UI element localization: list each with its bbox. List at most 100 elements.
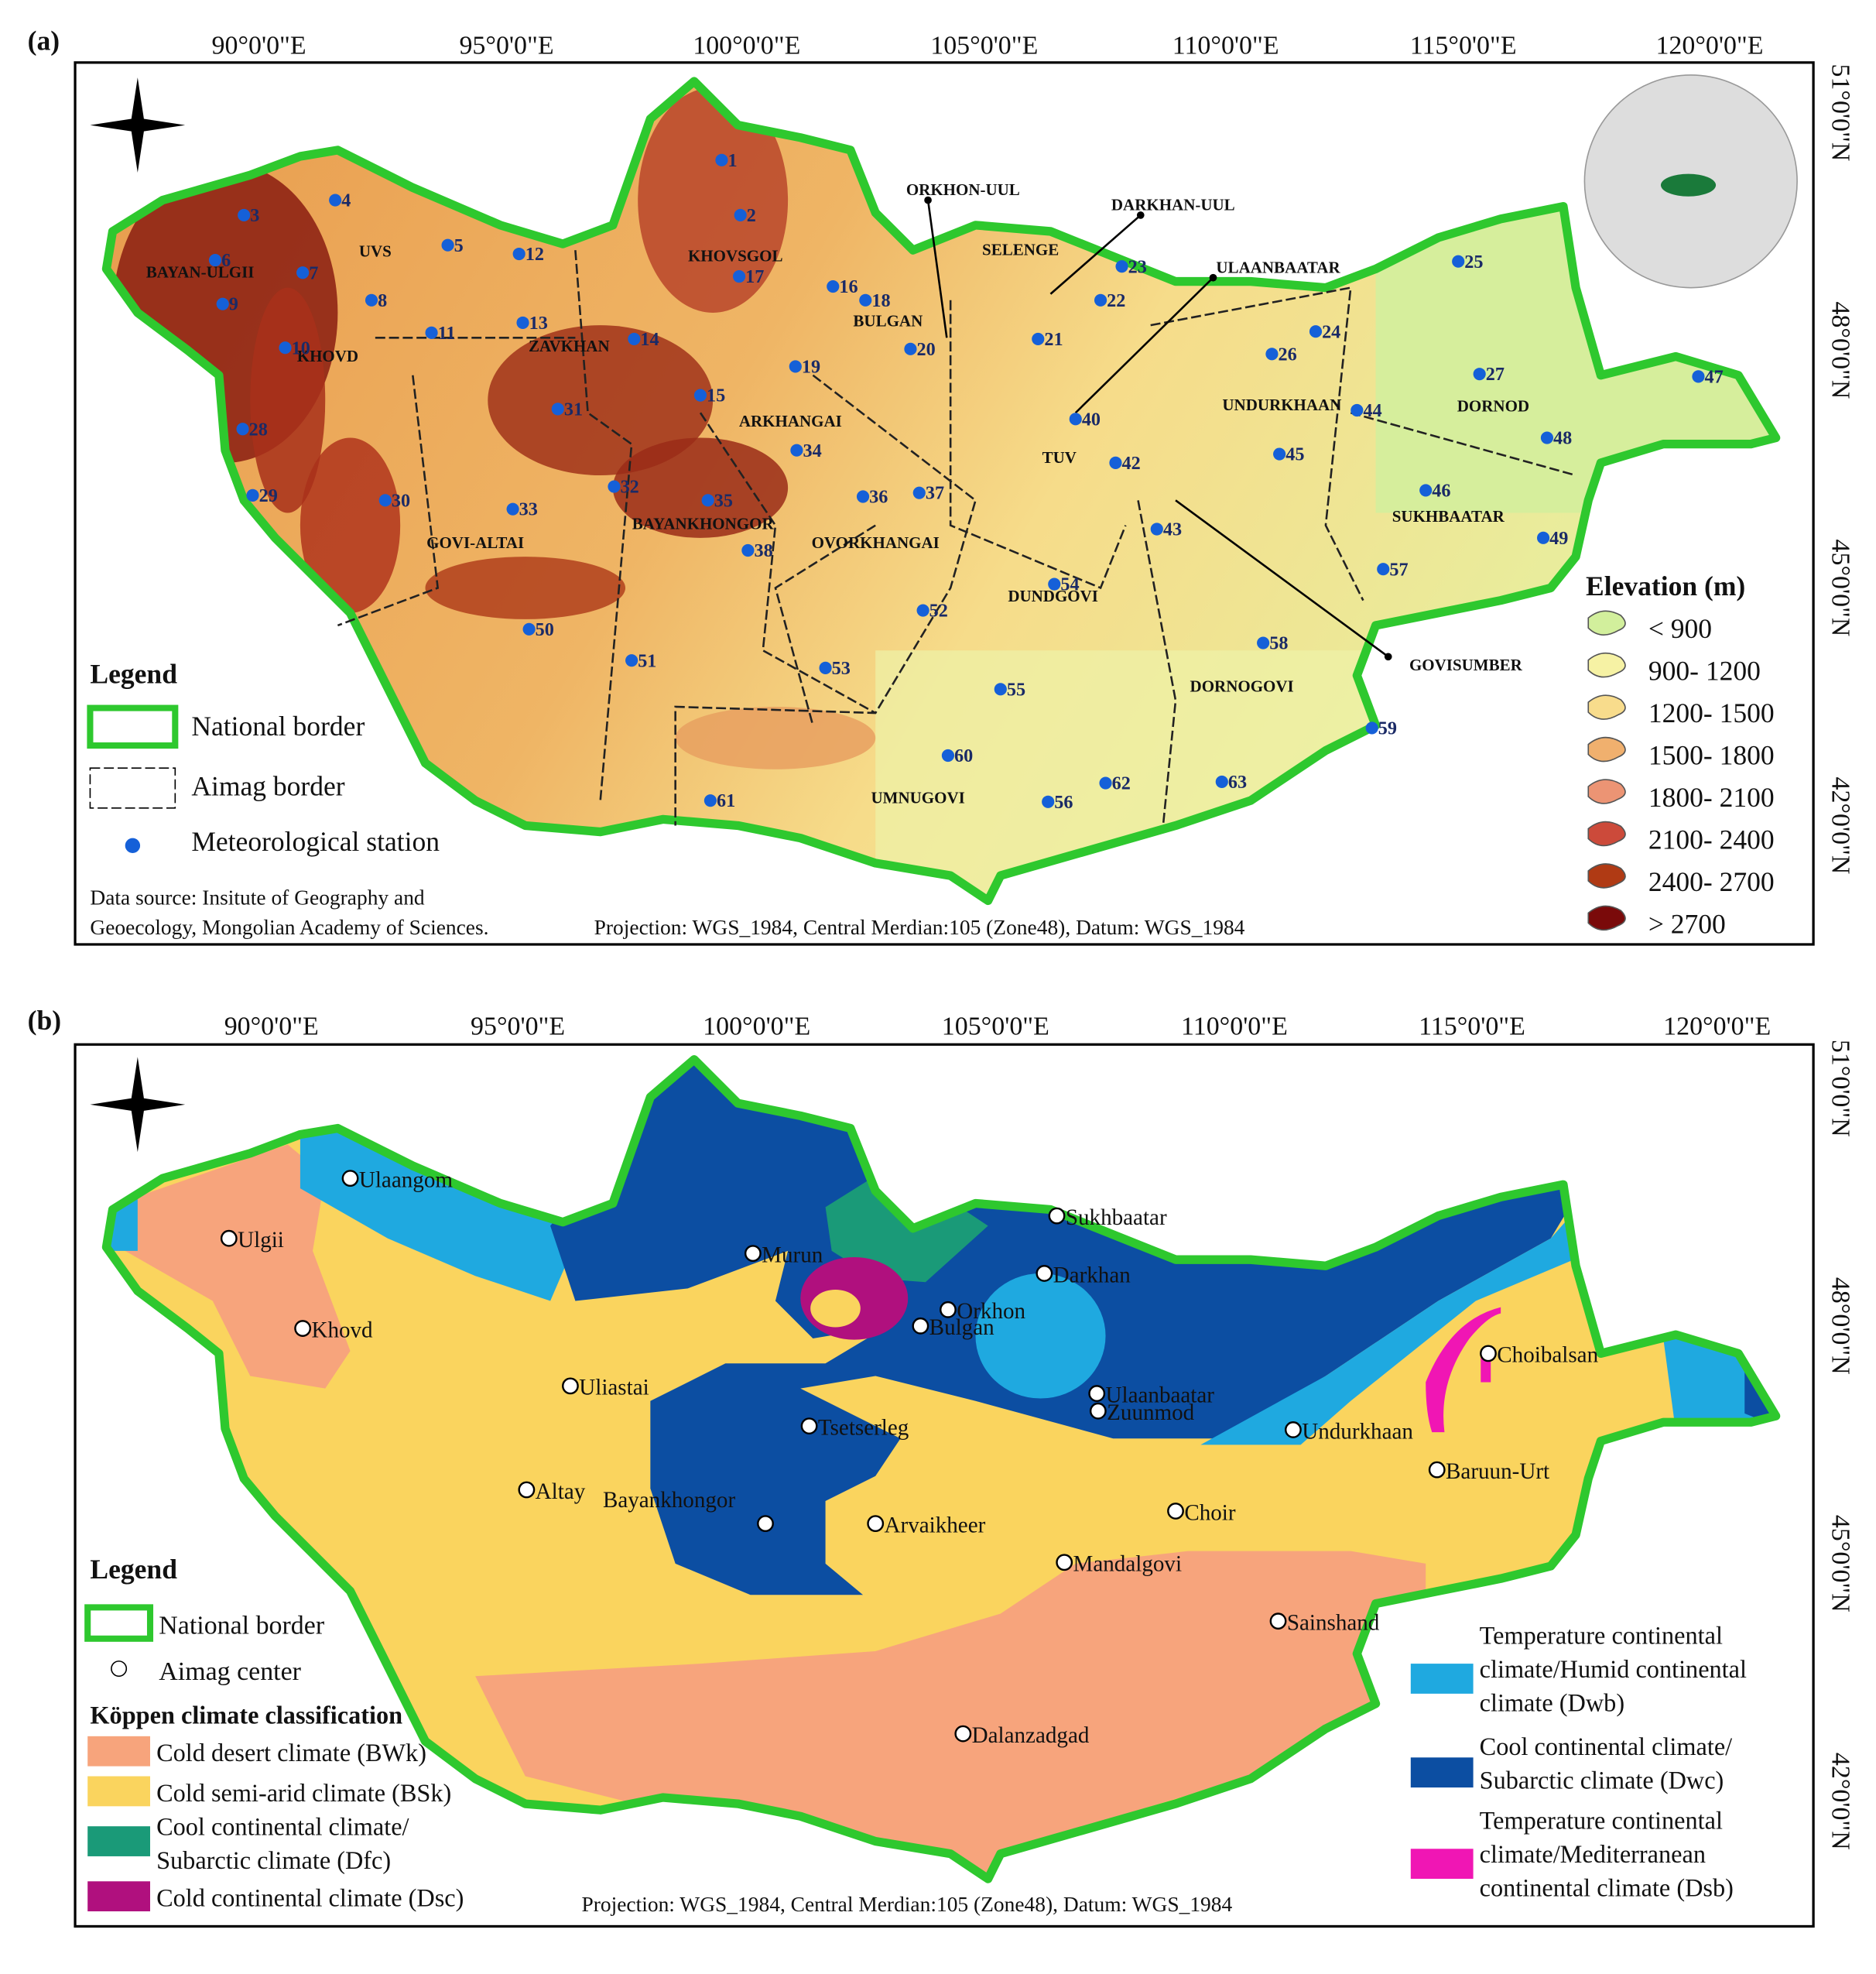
- station-number: 58: [1269, 633, 1288, 654]
- aimag-center: [1089, 1402, 1107, 1420]
- mountain: [638, 87, 789, 313]
- station-number: 16: [839, 276, 858, 297]
- aimag-border: [1150, 286, 1364, 601]
- lon-label: 90°0'0"E: [224, 1012, 319, 1040]
- station: [1377, 563, 1390, 576]
- station-number: 15: [707, 386, 725, 406]
- bsk-zone: [810, 1289, 861, 1328]
- aimag-border: [699, 412, 876, 715]
- elevation-label: 2400- 2700: [1648, 866, 1775, 897]
- station-number: 7: [309, 262, 318, 283]
- aimag-center: [800, 1417, 818, 1435]
- dwb-zone: [300, 1126, 588, 1301]
- station: [425, 326, 438, 339]
- elevation-swatch: [1587, 736, 1626, 763]
- station: [506, 502, 519, 516]
- legend-swatch: [1410, 1757, 1474, 1788]
- station: [236, 423, 249, 436]
- aimag-center: [940, 1301, 957, 1318]
- legend-title: Köppen climate classification: [90, 1702, 402, 1729]
- elevation-swatch: [1587, 653, 1626, 678]
- aimag-border: [774, 524, 876, 726]
- aimag-center: [518, 1481, 536, 1499]
- legend-swatch: [84, 1604, 154, 1642]
- center-name: Undurkhaan: [1302, 1419, 1413, 1444]
- frame-a: [74, 61, 1815, 946]
- aimag-center: [1167, 1503, 1184, 1520]
- station: [1265, 348, 1279, 361]
- station-number: 6: [221, 250, 231, 271]
- station: [1365, 721, 1378, 735]
- aimag-center: [1285, 1421, 1302, 1438]
- station: [1094, 293, 1107, 307]
- lon-label: 115°0'0"E: [1419, 1012, 1525, 1040]
- aimag-center: [1088, 1385, 1106, 1402]
- station: [1692, 370, 1705, 383]
- aimag-name: BULGAN: [853, 312, 923, 331]
- aimag-center: [220, 1229, 238, 1247]
- aimag-name: ZAVKHAN: [529, 337, 610, 355]
- lon-label: 120°0'0"E: [1655, 31, 1763, 60]
- station-number: 27: [1486, 364, 1505, 385]
- station-number: 22: [1107, 290, 1125, 311]
- center-name: Dalanzadgad: [972, 1723, 1090, 1748]
- source-text: Projection: WGS_1984, Central Merdian:10…: [581, 1893, 1232, 1916]
- station-number: 24: [1322, 321, 1340, 342]
- elevation-label: 1800- 2100: [1648, 782, 1775, 813]
- aimag-center: [341, 1170, 359, 1187]
- aimag-border: [674, 374, 977, 826]
- panel-label: (b): [28, 1005, 61, 1036]
- legend-label: Subarctic climate (Dwc): [1480, 1767, 1724, 1794]
- aimag-name: BAYAN-ULGII: [146, 263, 255, 282]
- station-number: 1: [728, 150, 738, 171]
- legend-title: Legend: [90, 1554, 177, 1585]
- legend-swatch: [87, 1881, 150, 1912]
- globe-mongolia: [1660, 173, 1717, 197]
- station-number: 63: [1228, 772, 1247, 793]
- station-number: 12: [525, 244, 544, 265]
- station-number: 38: [754, 540, 772, 561]
- aimag-name: KHOVSGOL: [688, 247, 783, 266]
- mountain: [250, 287, 326, 513]
- elevation-swatch: [1587, 694, 1626, 720]
- station-number: 35: [714, 490, 733, 511]
- station: [1215, 775, 1228, 788]
- legend-label: National border: [191, 711, 365, 742]
- station: [1048, 577, 1061, 591]
- mountain: [675, 706, 876, 769]
- lat-label: 51°0'0"N: [1826, 63, 1854, 161]
- aimag-name: UMNUGOVI: [871, 788, 964, 807]
- station-number: 34: [803, 440, 821, 461]
- center-name: Khovd: [311, 1318, 373, 1342]
- station: [208, 254, 222, 267]
- station: [856, 490, 870, 503]
- legend-label: Temperature continental: [1480, 1621, 1723, 1649]
- station-number: 8: [378, 290, 387, 311]
- legend-label: Temperature continental: [1480, 1806, 1723, 1834]
- lat-label: 45°0'0"N: [1826, 540, 1854, 637]
- aimag-name: DORNOD: [1457, 397, 1529, 416]
- station-number: 5: [454, 235, 464, 256]
- station: [1042, 795, 1055, 808]
- station-number: 50: [536, 619, 554, 640]
- lon-label: 90°0'0"E: [212, 31, 306, 60]
- compass: [90, 1057, 186, 1153]
- elevation-swatch: [1587, 905, 1626, 931]
- station: [741, 543, 755, 557]
- legend-label: Meteorological station: [191, 826, 440, 857]
- center-name: Bayankhongor: [603, 1488, 736, 1513]
- station: [1109, 456, 1122, 469]
- lon-label: 105°0'0"E: [942, 1012, 1049, 1040]
- station: [790, 444, 803, 457]
- aimag-center: [1480, 1345, 1497, 1362]
- aimag-center: [1036, 1265, 1053, 1282]
- dsb-zone: [1481, 1357, 1491, 1383]
- station-number: 20: [917, 339, 936, 360]
- annotation: DARKHAN-UUL: [1111, 195, 1235, 214]
- mountain: [300, 437, 401, 613]
- station-number: 54: [1060, 574, 1079, 595]
- station-number: 62: [1112, 773, 1131, 794]
- station: [1115, 260, 1128, 273]
- arrow-head: [1209, 273, 1217, 282]
- annotation: ORKHON-UUL: [906, 180, 1020, 199]
